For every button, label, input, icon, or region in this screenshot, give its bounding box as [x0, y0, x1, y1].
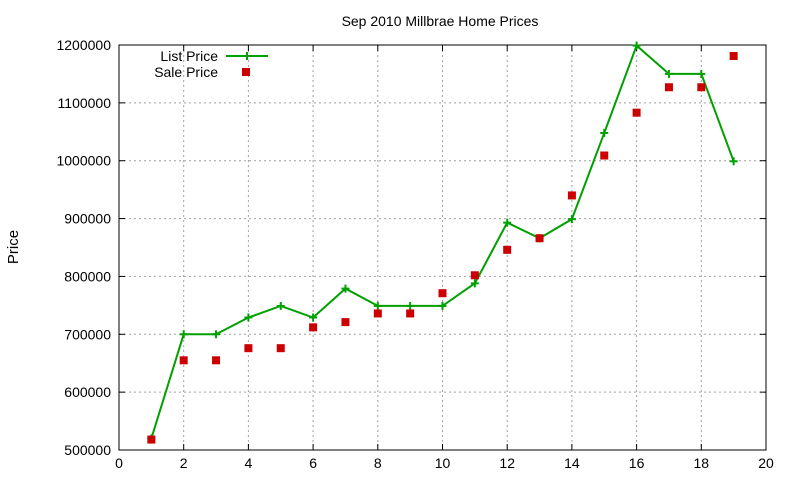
legend: List Price Sale Price [154, 48, 268, 80]
sale-price-point [309, 323, 318, 332]
list-price-line [150, 43, 735, 439]
list-price-point [309, 313, 318, 322]
x-tick-label: 18 [694, 455, 710, 471]
x-tick-label: 2 [180, 455, 188, 471]
sale-price-point [567, 191, 576, 200]
list-price-point [664, 69, 673, 78]
sale-price-point [729, 51, 738, 60]
y-axis-label: Price [5, 230, 22, 264]
list-price-point [373, 301, 382, 310]
x-tick-label: 10 [435, 455, 451, 471]
legend-label-list-price: List Price [160, 48, 218, 64]
y-tick-label: 900000 [64, 211, 111, 227]
sale-price-point [438, 289, 447, 298]
list-price-point [406, 301, 415, 310]
x-tick-label: 16 [629, 455, 645, 471]
list-price-point [212, 330, 221, 339]
sale-price-point [179, 356, 188, 365]
list-price-point [632, 41, 641, 50]
sale-price-point [470, 271, 479, 280]
list-price-point [341, 284, 350, 293]
sale-price-point [632, 108, 641, 117]
sale-price-point [244, 344, 253, 353]
y-tick-label: 600000 [64, 384, 111, 400]
grid [119, 45, 766, 450]
y-tick-label: 500000 [64, 442, 111, 458]
legend-label-sale-price: Sale Price [154, 64, 218, 80]
list-price-point [729, 157, 738, 166]
list-price-point [438, 301, 447, 310]
list-price-point [697, 69, 706, 78]
x-tick-label: 4 [245, 455, 253, 471]
x-tick-label: 8 [374, 455, 382, 471]
sale-price-point [697, 83, 706, 92]
y-tick-label: 1000000 [56, 153, 111, 169]
sale-price-point [147, 435, 156, 444]
sale-price-point [373, 309, 382, 318]
x-tick-label: 20 [758, 455, 774, 471]
sale-price-point [276, 344, 285, 353]
y-tick-label: 1100000 [58, 95, 112, 111]
sale-price-point [535, 234, 544, 243]
list-price-point [503, 218, 512, 227]
sale-price-point [664, 83, 673, 92]
list-price-point [244, 313, 253, 322]
y-tick-label: 800000 [64, 268, 111, 284]
y-tick-label: 700000 [64, 326, 111, 342]
x-tick-label: 14 [564, 455, 580, 471]
list-price-point [179, 330, 188, 339]
sale-price-point [406, 309, 415, 318]
sale-price-point [341, 318, 350, 327]
sale-price-point [503, 245, 512, 254]
y-tick-label: 1200000 [56, 37, 111, 53]
axes: 0 2 4 6 8 10 12 14 16 18 20 500000 600000 700000 80000… [56, 37, 774, 471]
list-price-point [470, 279, 479, 288]
chart-title: Sep 2010 Millbrae Home Prices [342, 13, 539, 29]
x-tick-label: 0 [115, 455, 123, 471]
x-tick-label: 12 [499, 455, 515, 471]
series [147, 41, 738, 444]
legend-marker-sale-price [242, 68, 250, 76]
sale-price-point [600, 151, 609, 160]
list-price-point [567, 215, 576, 224]
x-tick-label: 6 [309, 455, 317, 471]
sale-price-point [212, 356, 221, 365]
list-price-point [600, 128, 609, 137]
list-price-point [276, 301, 285, 310]
